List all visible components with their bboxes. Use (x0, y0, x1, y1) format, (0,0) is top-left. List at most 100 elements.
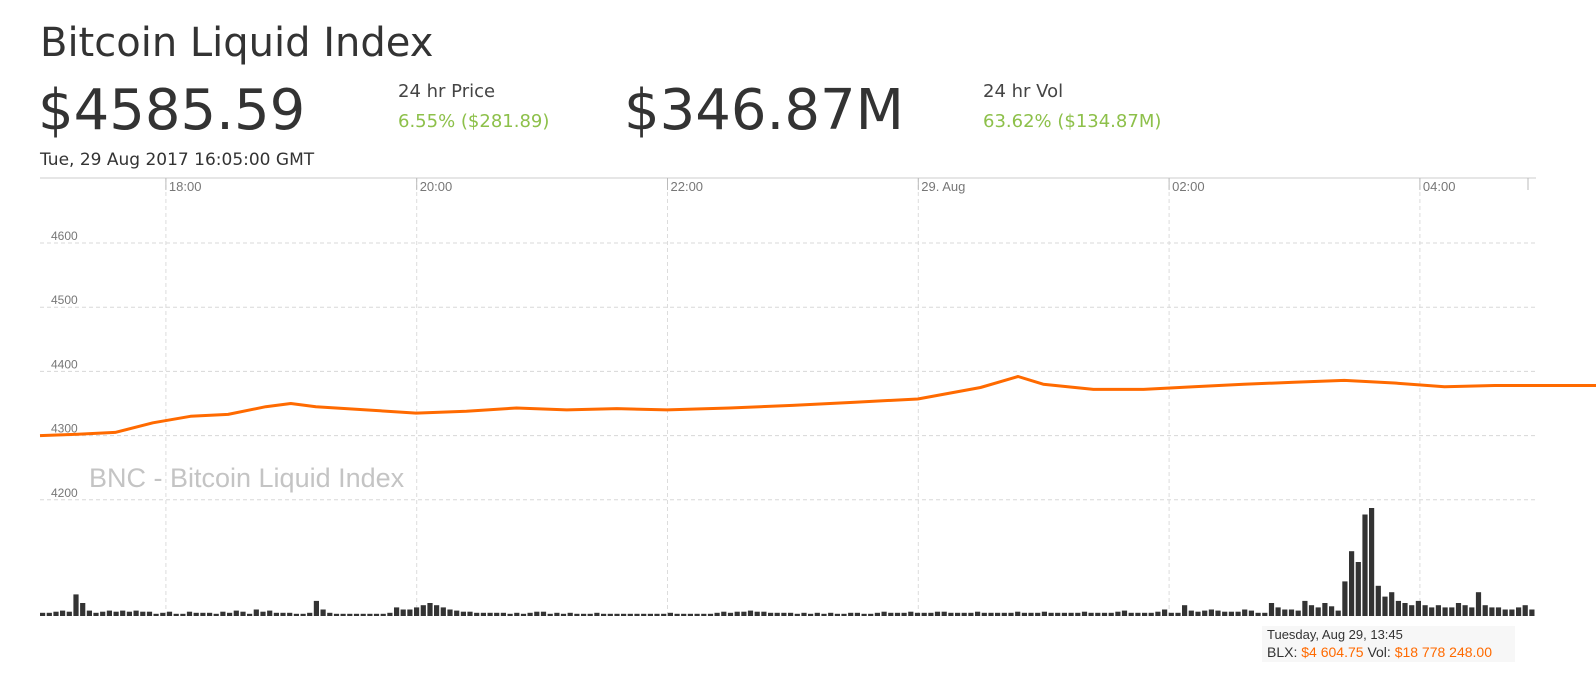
volume-bar (213, 613, 219, 616)
volume-bar (1415, 600, 1421, 616)
volume-bar (1482, 605, 1488, 616)
volume-bar (841, 613, 847, 616)
volume-bar (1048, 612, 1054, 616)
x-tick-label: 29. Aug (921, 179, 965, 194)
volume-bar (320, 609, 326, 616)
volume-bar (93, 612, 99, 616)
volume-bar (627, 613, 633, 616)
volume-bar (921, 612, 927, 616)
volume-bar (1455, 603, 1462, 616)
volume-bar (794, 613, 800, 616)
chart-grid (40, 178, 1536, 616)
volume-bar (1282, 609, 1288, 616)
volume-bar (1228, 611, 1234, 616)
volume-bar (1375, 585, 1381, 616)
volume-bar (253, 609, 259, 616)
tooltip-blx-label: BLX: (1267, 644, 1298, 660)
volume-bar (260, 611, 266, 616)
volume-bar (193, 612, 199, 616)
price-change-value: 6.55% ($281.89) (398, 111, 550, 132)
volume-bar (540, 611, 547, 616)
volume-bar (934, 611, 941, 616)
volume-bar (1275, 607, 1281, 616)
volume-bar (1395, 600, 1401, 616)
volume-bar (601, 613, 607, 616)
volume-bar (1115, 611, 1121, 616)
volume-bar (427, 603, 433, 616)
volume-bar (1522, 605, 1528, 616)
volume-bar (420, 605, 426, 616)
volume-bar (1188, 610, 1194, 616)
volume-bar (200, 612, 206, 616)
volume-bar (106, 610, 112, 616)
volume-bar (1475, 592, 1482, 616)
volume-bar (487, 612, 493, 616)
volume-bar (1429, 607, 1435, 616)
volume-bar (86, 610, 92, 616)
volume-bar (1195, 611, 1201, 616)
volume-bar (995, 612, 1001, 616)
volume-bar (1021, 612, 1027, 616)
volume-bar (1222, 611, 1228, 616)
volume-bar (968, 612, 974, 616)
volume-bar (721, 611, 727, 616)
volume-bar (380, 613, 386, 616)
volume-bar (908, 611, 914, 616)
volume-bar (340, 613, 346, 616)
tooltip-vol-value: $18 778 248.00 (1394, 644, 1493, 660)
volume-bar (848, 612, 854, 616)
volume-bar (1435, 605, 1441, 616)
volume-bar (113, 611, 119, 616)
volume-bar (1322, 603, 1328, 616)
volume-bar (394, 607, 400, 616)
volume-bar (460, 611, 466, 616)
volume-change-label: 24 hr Vol (983, 81, 1064, 102)
volume-bar (1509, 609, 1515, 616)
volume-bar (500, 612, 506, 616)
volume-bar (914, 612, 921, 616)
volume-bar (1402, 603, 1408, 616)
volume-bar (287, 612, 293, 616)
volume-bar (941, 611, 947, 616)
volume-bar (1041, 611, 1047, 616)
volume-bar (808, 613, 814, 616)
volume-bar (1208, 609, 1214, 616)
volume-bar (120, 610, 126, 616)
x-tick-label: 02:00 (1172, 179, 1205, 194)
volume-bar (1355, 562, 1361, 616)
volume-bar (300, 613, 306, 616)
volume-bar (888, 612, 894, 616)
volume-bar (1495, 607, 1502, 616)
volume-bar (227, 612, 233, 616)
price-line-series[interactable] (39, 240, 1596, 438)
volume-bar (774, 612, 780, 616)
volume-bar (1168, 612, 1174, 616)
volume-bar (414, 607, 420, 616)
volume-bar (73, 594, 79, 616)
volume-bar (1155, 611, 1161, 616)
volume-bar (567, 612, 573, 616)
volume-bar (701, 613, 707, 616)
volume-bar (280, 612, 286, 616)
volume-bar (874, 612, 880, 616)
volume-bar (153, 613, 159, 616)
volume-bar (160, 612, 166, 616)
tooltip-values: BLX: $4 604.75 Vol: $18 778 248.00 (1267, 643, 1515, 662)
volume-bar (514, 612, 520, 616)
volume-bar (293, 613, 299, 616)
volume-bar (133, 610, 139, 616)
volume-bar (834, 613, 840, 616)
volume-bars (40, 508, 1535, 616)
volume-bar (661, 613, 667, 616)
y-tick-label: 4400 (51, 357, 78, 371)
volume-bar (1489, 607, 1495, 616)
volume-bar (1362, 514, 1368, 616)
volume-bar (1121, 610, 1128, 616)
volume-bar (1382, 596, 1388, 616)
volume-bar (1068, 612, 1074, 616)
volume-bar (781, 612, 787, 616)
volume-bar (768, 612, 774, 616)
volume-bar (801, 612, 807, 616)
